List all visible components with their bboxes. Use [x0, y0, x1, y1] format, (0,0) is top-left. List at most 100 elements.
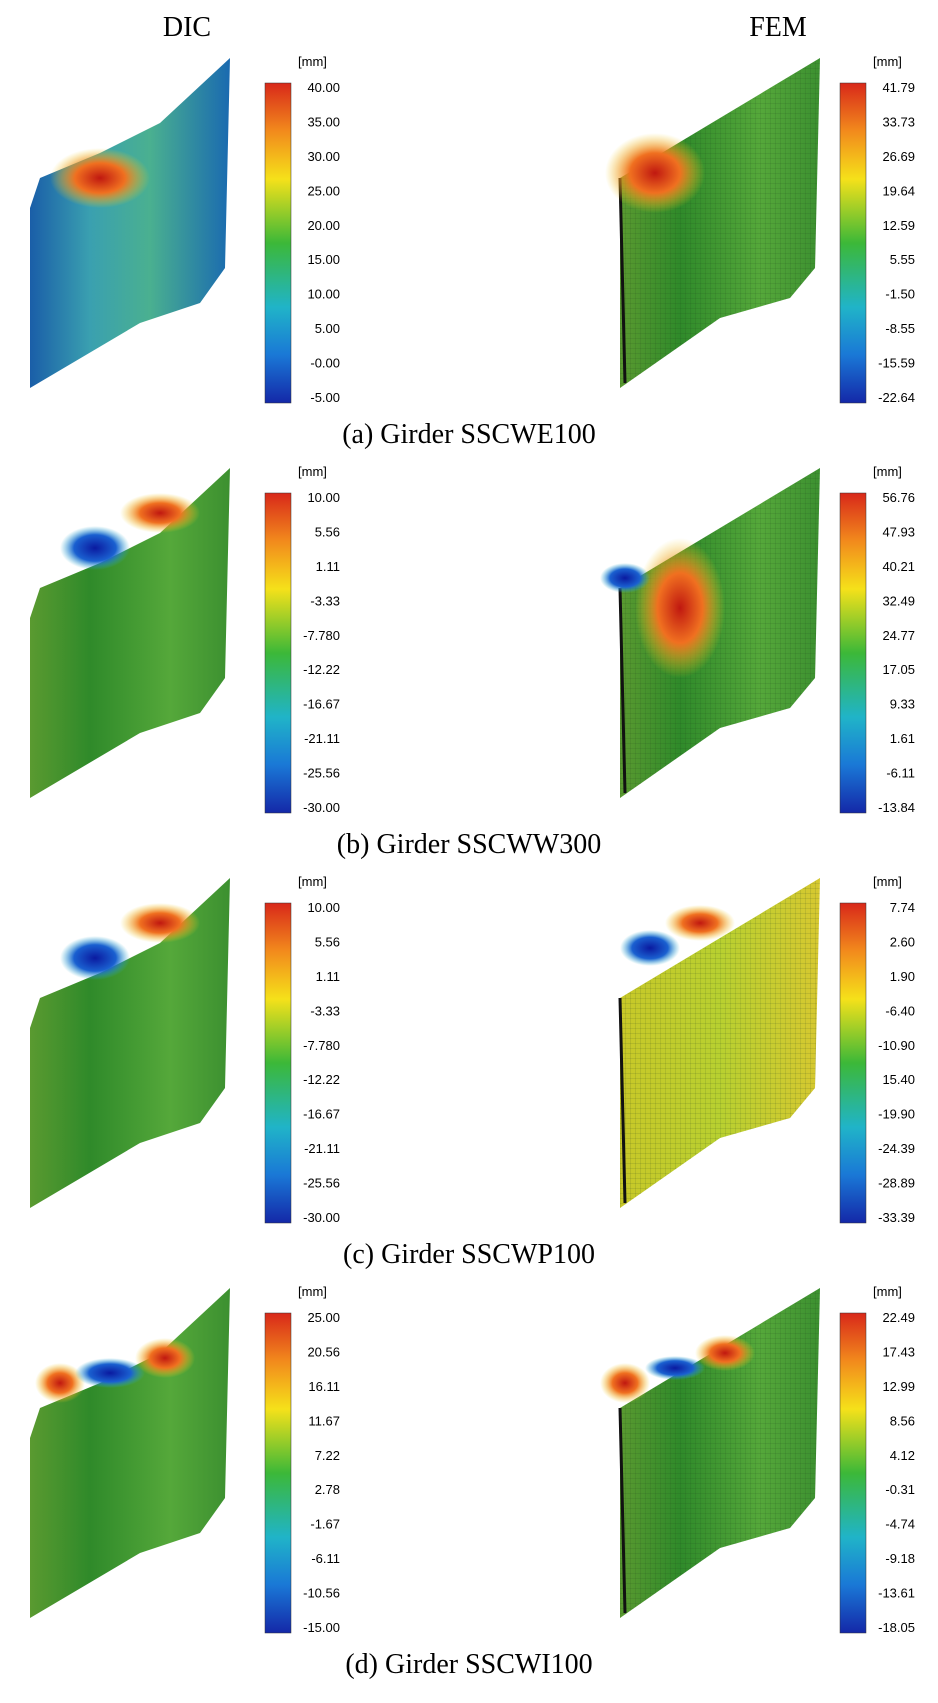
- panel: [mm] 10.00 5.56 1.11 -3.33 -7.780 -12.22 -16.67…: [30, 874, 915, 1270]
- colorbar-label: -9.18: [885, 1551, 915, 1566]
- panel: [mm] 25.00 20.56 16.11 11.67 7.22 2.78 -1.67 -6.…: [30, 1284, 915, 1680]
- colorbar-label: 40.00: [307, 80, 340, 95]
- colorbar: [264, 492, 292, 814]
- colorbar-label: 47.93: [882, 524, 915, 539]
- colorbar-label: 10.00: [307, 490, 340, 505]
- fem-edge: [618, 587, 627, 794]
- colorbar-label: -1.67: [310, 1517, 340, 1532]
- colorbar: [839, 902, 867, 1224]
- colorbar-label: 25.00: [307, 1310, 340, 1325]
- colorbar-label: -4.74: [885, 1517, 915, 1532]
- panel: [mm] 10.00 5.56 1.11 -3.33 -7.780 -12.22 -16.67…: [30, 464, 915, 860]
- panel-caption: (d) Girder SSCWI100: [345, 1649, 592, 1680]
- colorbar-label: 5.56: [315, 524, 340, 539]
- colorbar-unit: [mm]: [873, 464, 902, 479]
- colorbar-label: 12.59: [882, 218, 915, 233]
- dic-surface: [30, 58, 230, 388]
- colorbar-label: 15.40: [882, 1072, 915, 1087]
- colorbar-label: -10.90: [878, 1038, 915, 1053]
- colorbar-label: 35.00: [307, 114, 340, 129]
- column-header: FEM: [749, 12, 807, 43]
- colorbar-label: 7.22: [315, 1448, 340, 1463]
- colorbar-unit: [mm]: [298, 464, 327, 479]
- dic-surface: [30, 878, 230, 1208]
- contour-blob: [695, 1335, 755, 1371]
- colorbar-unit: [mm]: [298, 54, 327, 69]
- colorbar-label: -15.59: [878, 356, 915, 371]
- colorbar-label: 17.05: [882, 662, 915, 677]
- colorbar-label: -7.780: [303, 1038, 340, 1053]
- dic-surface: [30, 468, 230, 798]
- colorbar-label: -10.56: [303, 1586, 340, 1601]
- colorbar-label: -21.11: [304, 1141, 340, 1156]
- colorbar-label: 20.56: [307, 1344, 340, 1359]
- fem-mesh: [620, 878, 820, 1208]
- contour-blob: [600, 563, 650, 593]
- colorbar-label: 17.43: [882, 1344, 915, 1359]
- colorbar-label: 20.00: [307, 218, 340, 233]
- colorbar-unit: [mm]: [298, 1284, 327, 1299]
- colorbar-label: 4.12: [890, 1448, 915, 1463]
- colorbar-label: -6.11: [886, 766, 915, 781]
- colorbar-label: -25.56: [303, 1176, 340, 1191]
- colorbar-label: 26.69: [882, 149, 915, 164]
- contour-blob: [600, 1363, 650, 1403]
- contour-blob: [665, 905, 735, 941]
- colorbar: [264, 82, 292, 404]
- colorbar: [264, 902, 292, 1224]
- colorbar-label: -8.55: [885, 321, 915, 336]
- colorbar-label: 10.00: [307, 287, 340, 302]
- colorbar-unit: [mm]: [873, 1284, 902, 1299]
- colorbar-label: 9.33: [890, 697, 915, 712]
- colorbar-label: 33.73: [882, 114, 915, 129]
- colorbar-label: -16.67: [303, 1107, 340, 1122]
- colorbar-label: 24.77: [882, 628, 915, 643]
- colorbar-label: 41.79: [882, 80, 915, 95]
- contour-blob: [75, 1358, 145, 1388]
- contour-blob: [60, 936, 130, 980]
- colorbar: [839, 492, 867, 814]
- contour-blob: [645, 1356, 705, 1380]
- colorbar-label: -28.89: [878, 1176, 915, 1191]
- colorbar-label: -22.64: [878, 390, 915, 405]
- colorbar-unit: [mm]: [298, 874, 327, 889]
- colorbar-label: 32.49: [882, 593, 915, 608]
- colorbar-label: 30.00: [307, 149, 340, 164]
- colorbar-label: -7.780: [303, 628, 340, 643]
- contour-blob: [50, 148, 150, 208]
- colorbar-label: -12.22: [303, 662, 340, 677]
- contour-blob: [120, 903, 200, 943]
- contour-blob: [620, 930, 680, 966]
- colorbar-label: 7.74: [890, 900, 915, 915]
- colorbar-label: -12.22: [303, 1072, 340, 1087]
- colorbar-label: 56.76: [882, 490, 915, 505]
- colorbar-label: -30.00: [303, 1210, 340, 1225]
- panel-caption: (c) Girder SSCWP100: [343, 1239, 595, 1270]
- contour-blob: [605, 133, 705, 213]
- colorbar-label: -13.61: [878, 1586, 915, 1601]
- panel-caption: (a) Girder SSCWE100: [342, 419, 596, 450]
- colorbar-unit: [mm]: [873, 54, 902, 69]
- colorbar-label: -25.56: [303, 766, 340, 781]
- colorbar-label: 12.99: [882, 1379, 915, 1394]
- colorbar-label: 1.11: [316, 969, 340, 984]
- colorbar-label: -1.50: [885, 287, 915, 302]
- colorbar-label: -3.33: [310, 1003, 340, 1018]
- colorbar-label: -5.00: [310, 390, 340, 405]
- colorbar-label: -13.84: [878, 800, 915, 815]
- colorbar-label: -18.05: [878, 1620, 915, 1635]
- colorbar-label: 25.00: [307, 183, 340, 198]
- colorbar-label: 15.00: [307, 252, 340, 267]
- colorbar-unit: [mm]: [873, 874, 902, 889]
- fem-edge: [618, 177, 627, 384]
- colorbar: [264, 1312, 292, 1634]
- colorbar-label: 5.55: [890, 252, 915, 267]
- colorbar-label: -19.90: [878, 1107, 915, 1122]
- colorbar-label: 2.60: [890, 934, 915, 949]
- colorbar-label: 16.11: [308, 1379, 340, 1394]
- colorbar-label: 1.11: [316, 559, 340, 574]
- contour-blob: [120, 493, 200, 533]
- panel-caption: (b) Girder SSCWW300: [337, 829, 601, 860]
- contour-blob: [635, 538, 725, 678]
